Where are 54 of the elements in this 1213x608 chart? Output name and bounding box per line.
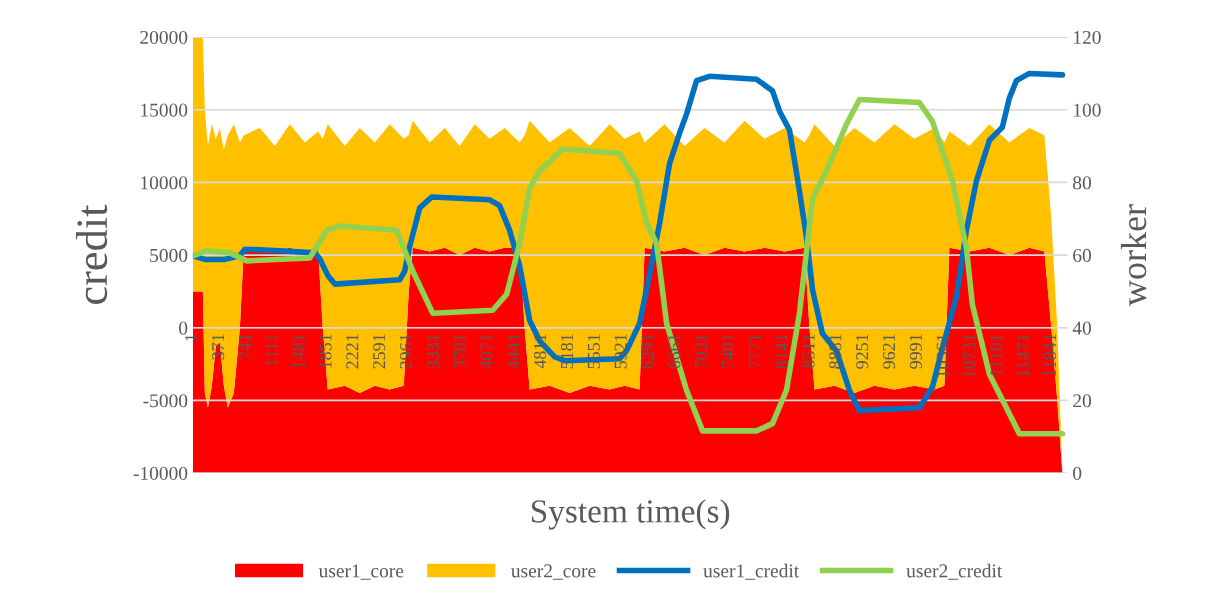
x-tick-label: 11471 [1017, 334, 1030, 377]
legend-label: user1_core [318, 564, 404, 580]
x-tick-label: 4441 [507, 334, 520, 370]
x-tick-label: 3331 [426, 334, 439, 369]
y2-tick-label: 80 [1073, 176, 1091, 190]
x-tick-label: 371 [212, 334, 225, 360]
y2-tick-label: 40 [1072, 321, 1091, 335]
y-axis-title: credit [75, 204, 108, 304]
x-tick-label: 5551 [587, 334, 600, 369]
x-tick-label: 11841 [1043, 334, 1057, 377]
y2-tick-label: 20 [1073, 394, 1091, 408]
x-axis-title: System time(s) [531, 499, 730, 530]
y2-tick-label: 100 [1074, 103, 1101, 117]
x-tick-label: 1 [185, 334, 198, 341]
y2-tick-label: 0 [1073, 466, 1082, 480]
x-tick-label: 8141 [775, 334, 788, 369]
x-tick-label: 6661 [668, 334, 681, 369]
x-tick-label: 9991 [909, 334, 922, 369]
legend-label: user2_credit [906, 563, 1003, 580]
x-tick-label: 8511 [802, 334, 815, 369]
x-tick-label: 7771 [748, 334, 761, 369]
x-tick-label: 7401 [721, 334, 735, 369]
x-tick-label: 10361 [936, 334, 949, 377]
x-tick-label: 11101 [990, 334, 1003, 376]
x-tick-label: 4071 [480, 334, 493, 370]
y-tick-label: 20000 [140, 30, 188, 45]
x-tick-label: 2221 [346, 334, 359, 369]
y-tick-label: 5000 [150, 248, 188, 262]
x-tick-label: 2961 [399, 334, 413, 369]
x-tick-label: 3701 [453, 334, 466, 369]
legend-label: user1_credit [703, 563, 800, 580]
x-tick-label: 4811 [534, 334, 547, 369]
y-tick-label: 10000 [141, 176, 188, 190]
y2-axis-title: worker [1120, 204, 1147, 307]
x-tick-label: 1111 [265, 334, 278, 366]
x-tick-label: 741 [238, 334, 251, 360]
x-tick-label: 1851 [319, 334, 332, 368]
y-tick-label: -10000 [133, 466, 188, 480]
y-tick-label: -5000 [143, 394, 188, 408]
x-tick-label: 2591 [373, 334, 386, 369]
legend-label: user2_core [511, 564, 596, 580]
x-tick-label: 1481 [292, 334, 305, 368]
x-tick-label: 9621 [882, 334, 896, 369]
y2-tick-label: 120 [1074, 30, 1101, 45]
y2-tick-label: 60 [1073, 248, 1091, 262]
y-tick-label: 15000 [141, 103, 188, 117]
y-tick-label: 0 [179, 321, 188, 335]
x-tick-label: 9251 [856, 334, 869, 369]
x-tick-label: 8881 [829, 334, 842, 369]
x-tick-label: 5181 [560, 334, 574, 369]
x-tick-label: 6291 [641, 334, 654, 369]
x-tick-label: 5921 [614, 334, 627, 369]
x-tick-label: 10731 [963, 334, 976, 377]
x-tick-label: 7031 [695, 334, 708, 369]
